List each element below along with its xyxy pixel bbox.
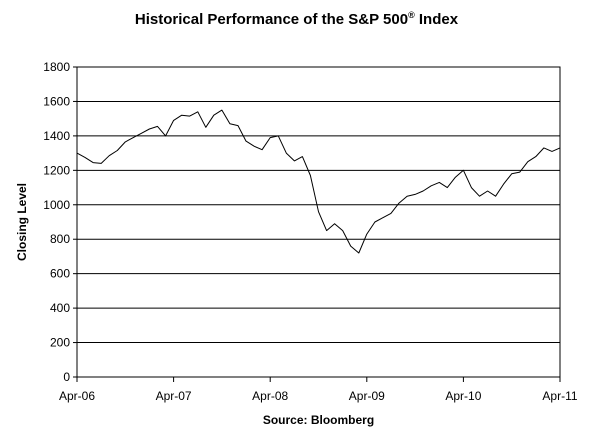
x-tick-label: Apr-07 bbox=[156, 389, 192, 403]
y-tick-label: 1400 bbox=[43, 129, 70, 143]
y-tick-label: 800 bbox=[50, 232, 70, 246]
x-axis-title: Source: Bloomberg bbox=[263, 413, 374, 427]
y-tick-label: 600 bbox=[50, 267, 70, 281]
y-tick-label: 1600 bbox=[43, 94, 70, 108]
y-axis-ticks: 0 200 400 600 800 1000 1200 1400 1600 1800 bbox=[43, 60, 77, 384]
plot-area-frame bbox=[76, 66, 561, 378]
y-tick-label: 1800 bbox=[43, 60, 70, 74]
grid-lines bbox=[77, 100, 560, 344]
chart-title-registered-mark: ® bbox=[408, 10, 415, 20]
chart-title-main: Historical Performance of the S&P 500 bbox=[134, 11, 409, 28]
x-tick-label: Apr-09 bbox=[349, 389, 385, 403]
y-tick-label: 1000 bbox=[43, 198, 70, 212]
x-tick-label: Apr-10 bbox=[445, 389, 481, 403]
x-axis-ticks: Apr-06 Apr-07 Apr-08 Apr-09 Apr-10 Apr-11 bbox=[59, 377, 578, 403]
chart-title: Historical Performance of the S&P 500® I… bbox=[0, 10, 593, 28]
y-tick-label: 400 bbox=[50, 301, 70, 315]
x-tick-label: Apr-11 bbox=[542, 389, 577, 403]
y-tick-label: 200 bbox=[50, 336, 70, 350]
x-tick-label: Apr-08 bbox=[252, 389, 288, 403]
chart-title-suffix: Index bbox=[414, 11, 459, 28]
y-tick-label: 1200 bbox=[43, 163, 70, 177]
series-line-sp500 bbox=[76, 109, 561, 254]
y-axis-title: Closing Level bbox=[15, 183, 29, 261]
x-tick-label: Apr-06 bbox=[59, 389, 95, 403]
y-tick-label: 0 bbox=[63, 370, 70, 384]
